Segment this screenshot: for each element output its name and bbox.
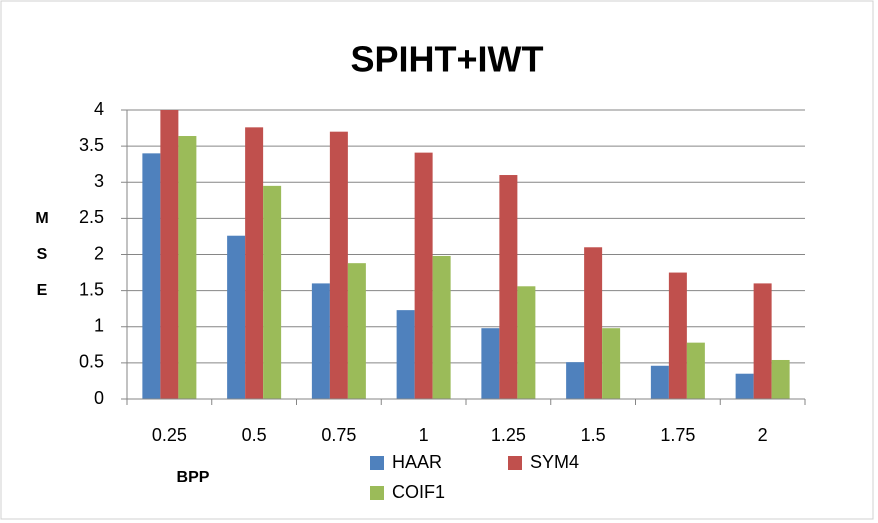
bar <box>771 359 790 399</box>
bar <box>227 235 246 399</box>
x-tick-label: 1.25 <box>491 425 526 445</box>
bar <box>499 175 518 399</box>
legend-swatch <box>370 456 384 470</box>
x-tick-label: 1.75 <box>660 425 695 445</box>
legend-swatch <box>508 456 522 470</box>
bar <box>245 127 264 399</box>
x-tick-label: 0.75 <box>321 425 356 445</box>
bar <box>142 153 161 399</box>
bar <box>686 342 705 399</box>
y-axis-label: M <box>35 210 48 227</box>
bar <box>160 110 179 399</box>
y-tick-label: 1.5 <box>79 279 104 299</box>
bar <box>650 365 669 399</box>
y-tick-label: 0 <box>94 388 104 408</box>
bar <box>584 247 603 399</box>
y-tick-label: 3.5 <box>79 135 104 155</box>
bar <box>517 286 536 399</box>
bar <box>414 152 433 399</box>
bar <box>347 263 366 399</box>
legend-label: SYM4 <box>530 452 579 472</box>
bar <box>396 310 415 399</box>
y-tick-label: 4 <box>94 99 104 119</box>
x-axis-label: BPP <box>177 469 210 486</box>
y-tick-label: 0.5 <box>79 352 104 372</box>
bar <box>566 362 585 399</box>
x-tick-label: 1 <box>419 425 429 445</box>
bar <box>311 283 330 399</box>
x-tick-label: 0.25 <box>152 425 187 445</box>
y-tick-label: 1 <box>94 316 104 336</box>
y-tick-label: 2 <box>94 243 104 263</box>
chart-title: SPIHT+IWT <box>350 39 543 80</box>
legend-label: COIF1 <box>392 482 445 502</box>
y-tick-label: 2.5 <box>79 207 104 227</box>
x-tick-label: 2 <box>758 425 768 445</box>
bar <box>178 136 197 399</box>
bar <box>432 255 451 399</box>
bar <box>602 328 621 399</box>
x-tick-label: 1.5 <box>581 425 606 445</box>
x-tick-label: 0.5 <box>242 425 267 445</box>
bar <box>481 328 500 399</box>
y-axis-label: S <box>37 246 48 263</box>
bar <box>753 283 772 399</box>
bar <box>735 373 754 399</box>
bar <box>329 131 348 400</box>
y-tick-label: 3 <box>94 171 104 191</box>
y-axis-label: E <box>37 282 48 299</box>
legend-swatch <box>370 486 384 500</box>
bar <box>668 272 687 399</box>
bar <box>263 185 282 399</box>
legend-label: HAAR <box>392 452 442 472</box>
